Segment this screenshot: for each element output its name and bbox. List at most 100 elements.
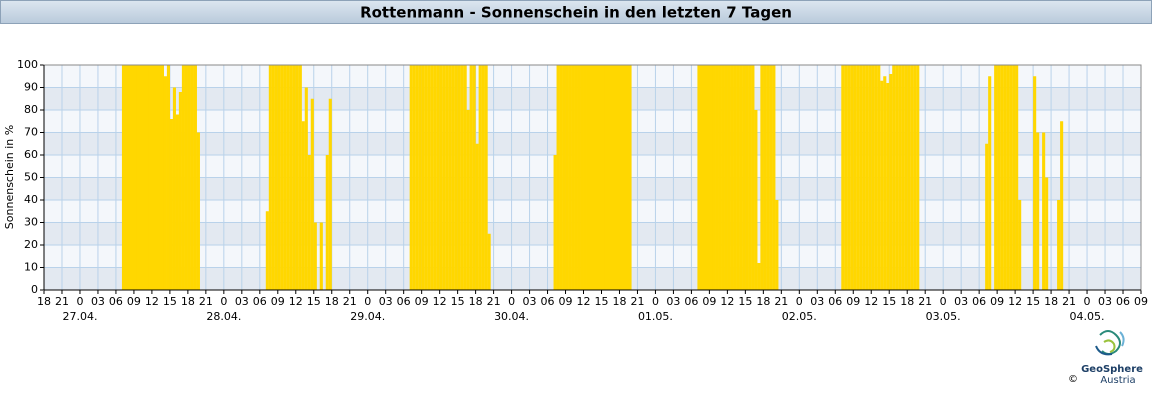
bar xyxy=(613,65,617,290)
bar xyxy=(304,87,308,290)
bar xyxy=(292,65,296,290)
bar xyxy=(466,110,470,290)
bar xyxy=(184,65,188,290)
bar xyxy=(559,65,563,290)
bar xyxy=(472,65,476,290)
x-tick-label: 15 xyxy=(1026,295,1040,308)
x-tick-label: 18 xyxy=(469,295,483,308)
x-tick-label: 15 xyxy=(451,295,465,308)
bar xyxy=(850,65,854,290)
bar xyxy=(484,65,488,290)
bar xyxy=(889,74,893,290)
x-tick-label: 03 xyxy=(235,295,249,308)
bar xyxy=(589,65,593,290)
x-tick-label: 18 xyxy=(37,295,51,308)
bar xyxy=(574,65,578,290)
x-tick-label: 18 xyxy=(181,295,195,308)
bar xyxy=(151,65,156,290)
date-label: 30.04. xyxy=(494,310,529,323)
x-tick-label: 09 xyxy=(271,295,285,308)
bar xyxy=(457,65,461,290)
bar xyxy=(460,65,464,290)
x-tick-label: 06 xyxy=(684,295,698,308)
bar xyxy=(148,65,153,290)
x-tick-label: 21 xyxy=(774,295,788,308)
bar xyxy=(169,119,173,290)
x-tick-label: 06 xyxy=(253,295,267,308)
bar xyxy=(733,65,737,290)
date-label: 02.05. xyxy=(782,310,817,323)
bar xyxy=(571,65,575,290)
bar xyxy=(163,76,167,290)
bar xyxy=(268,65,272,290)
bar xyxy=(874,65,878,290)
bar xyxy=(418,65,422,290)
bar xyxy=(286,65,290,290)
x-tick-label: 15 xyxy=(307,295,321,308)
bar xyxy=(916,65,920,290)
bar xyxy=(910,65,914,290)
bar xyxy=(565,65,569,290)
bar xyxy=(736,65,740,290)
bar xyxy=(295,65,299,290)
bar xyxy=(436,65,440,290)
x-tick-label: 18 xyxy=(900,295,914,308)
bar xyxy=(715,65,719,290)
bar xyxy=(586,65,590,290)
x-tick-label: 12 xyxy=(720,295,734,308)
bar xyxy=(892,65,896,290)
bar xyxy=(193,65,197,290)
x-tick-label: 06 xyxy=(972,295,986,308)
bar xyxy=(448,65,452,290)
bar xyxy=(607,65,611,290)
bar xyxy=(271,65,275,290)
bar xyxy=(562,65,566,290)
bar xyxy=(289,65,293,290)
x-tick-label: 0 xyxy=(940,295,947,308)
x-tick-label: 09 xyxy=(702,295,716,308)
bar xyxy=(127,65,132,290)
bar xyxy=(619,65,623,290)
bar xyxy=(868,65,872,290)
x-tick-label: 18 xyxy=(756,295,770,308)
bar xyxy=(178,92,182,290)
bar xyxy=(424,65,428,290)
x-tick-label: 15 xyxy=(738,295,752,308)
bar xyxy=(592,65,596,290)
bar xyxy=(175,114,179,290)
bar xyxy=(196,132,200,290)
y-tick-label: 20 xyxy=(24,238,38,251)
x-tick-label: 12 xyxy=(577,295,591,308)
x-tick-label: 06 xyxy=(109,295,123,308)
logo-name: GeoSphere xyxy=(1081,364,1143,375)
bar xyxy=(469,65,473,290)
logo-country: Austria xyxy=(1100,375,1135,386)
bar xyxy=(610,65,614,290)
x-tick-label: 0 xyxy=(76,295,83,308)
bar xyxy=(622,65,626,290)
x-tick-label: 15 xyxy=(594,295,608,308)
x-tick-label: 0 xyxy=(508,295,515,308)
bar xyxy=(880,80,884,290)
x-tick-label: 06 xyxy=(397,295,411,308)
bar xyxy=(190,65,194,290)
bar xyxy=(598,65,602,290)
bar xyxy=(145,65,150,290)
bar xyxy=(415,65,419,290)
bar xyxy=(583,65,587,290)
date-label: 03.05. xyxy=(926,310,961,323)
bar xyxy=(136,65,141,290)
bar xyxy=(886,83,890,290)
bar xyxy=(1009,65,1013,290)
x-tick-label: 21 xyxy=(918,295,932,308)
bar xyxy=(739,65,743,290)
bar xyxy=(1018,200,1022,290)
bar xyxy=(757,263,761,290)
bar xyxy=(328,98,332,290)
date-label: 28.04. xyxy=(206,310,241,323)
bar xyxy=(307,155,311,290)
bar xyxy=(454,65,458,290)
bar xyxy=(301,121,305,290)
bar xyxy=(430,65,434,290)
x-tick-label: 21 xyxy=(487,295,501,308)
